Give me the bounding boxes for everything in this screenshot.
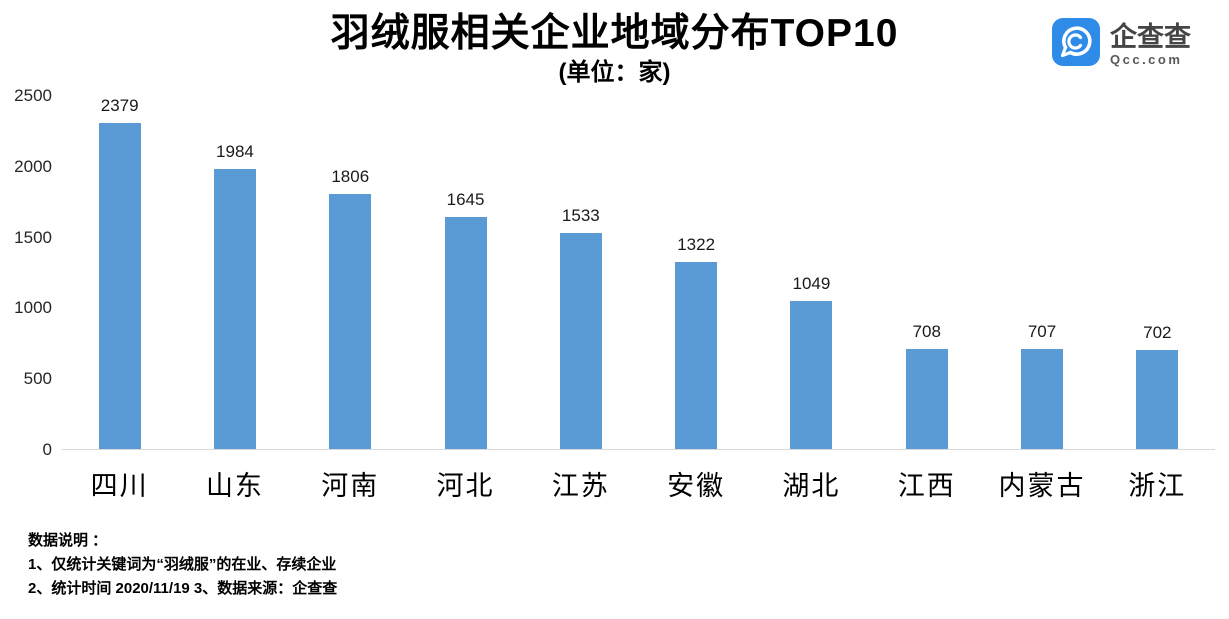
bar-value-label: 1049	[792, 273, 831, 293]
bar-value-label: 1645	[446, 189, 485, 209]
bar-value-label: 1984	[216, 141, 254, 161]
bar-column: 1533	[523, 96, 638, 449]
bar-value-label: 702	[1143, 322, 1172, 342]
x-category-label: 安徽	[667, 471, 726, 501]
bar-河北	[444, 216, 487, 449]
bar-column: 702	[1100, 96, 1215, 449]
bar-江西	[905, 349, 948, 449]
chart-title: 羽绒服相关企业地域分布TOP10	[330, 12, 899, 55]
x-category-label: 四川	[90, 471, 149, 501]
x-category-label: 湖北	[782, 471, 841, 501]
bar-内蒙古	[1021, 349, 1064, 449]
chart-header: 羽绒服相关企业地域分布TOP10 (单位：家)	[0, 0, 1229, 88]
plot-area: 2379 1984 1806 1645 1533 1322 1049 708 707 702	[62, 96, 1215, 450]
bar-value-label: 707	[1027, 322, 1057, 342]
bar-column: 1806	[293, 96, 408, 449]
bar-column: 1322	[638, 96, 753, 449]
y-axis: 0 500 1000 1500 2000 2500	[0, 86, 62, 459]
bar-四川	[98, 123, 141, 449]
bar-value-label: 708	[912, 322, 941, 342]
x-category-label: 河南	[321, 471, 380, 501]
notes-line-1: 1、仅统计关键词为“羽绒服”的在业、存续企业	[28, 556, 337, 573]
chart-unit-subtitle: (单位：家)	[558, 59, 671, 86]
qcc-logo-domain: Qcc.com	[1110, 51, 1183, 67]
data-notes: 数据说明 ： 1、仅统计关键词为“羽绒服”的在业、存续企业 2、统计时间 202…	[28, 529, 1229, 601]
x-category-label: 山东	[205, 471, 264, 501]
x-axis-labels: 四川 山东 河南 河北 江苏 安徽 湖北 江西 内蒙古 浙江	[62, 464, 1215, 503]
x-category-label: 江苏	[551, 471, 610, 501]
bars-container: 2379 1984 1806 1645 1533 1322 1049 708 707 702	[62, 96, 1215, 449]
bar-浙江	[1136, 349, 1179, 449]
x-category-label: 内蒙古	[998, 471, 1086, 501]
x-category-label: 江西	[897, 471, 956, 501]
bar-value-label: 1806	[331, 167, 370, 186]
notes-heading: 数据说明 ：	[28, 532, 108, 549]
x-category-label: 河北	[436, 471, 495, 501]
bar-column: 1984	[177, 96, 292, 449]
bar-江苏	[559, 232, 602, 449]
qcc-logo-icon	[1052, 18, 1100, 71]
y-tick-label: 500	[23, 369, 52, 389]
y-tick-label: 1500	[14, 227, 52, 247]
bar-value-label: 2379	[100, 96, 139, 115]
bar-chart: 0 500 1000 1500 2000 2500 2379 1984 1806 1645 153…	[0, 86, 1215, 459]
bar-河南	[329, 194, 372, 449]
y-tick-label: 0	[42, 440, 52, 459]
y-tick-label: 2000	[14, 156, 52, 176]
bar-湖北	[790, 300, 833, 449]
qcc-logo: 企查查 Qcc.com	[1052, 18, 1191, 71]
bar-安徽	[675, 262, 718, 449]
bar-column: 2379	[62, 96, 177, 449]
bar-value-label: 1533	[561, 205, 600, 225]
bar-山东	[213, 168, 256, 449]
qcc-logo-text: 企查查 Qcc.com	[1110, 22, 1191, 68]
bar-column: 708	[869, 96, 984, 449]
y-tick-label: 1000	[14, 298, 52, 318]
bar-column: 1049	[754, 96, 869, 449]
y-tick-label: 2500	[14, 86, 52, 105]
x-category-label: 浙江	[1128, 471, 1187, 501]
bar-column: 1645	[408, 96, 523, 449]
bar-column: 707	[984, 96, 1099, 449]
qcc-logo-name: 企查查	[1110, 21, 1191, 52]
bar-value-label: 1322	[677, 235, 716, 255]
notes-line-2: 2、统计时间 2020/11/19 3、数据来源：企查查	[28, 580, 338, 597]
